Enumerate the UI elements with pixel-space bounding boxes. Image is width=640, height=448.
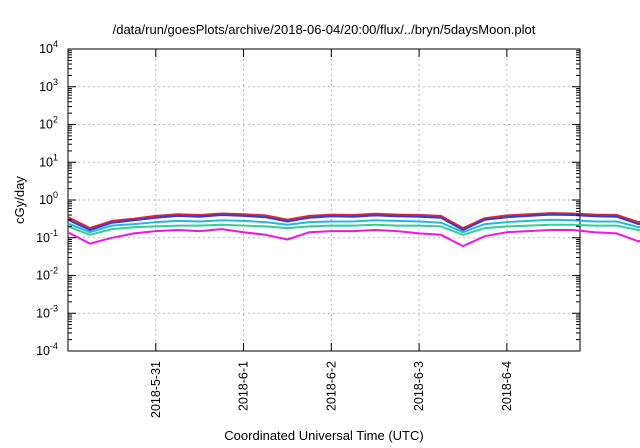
series-line-5: [67, 228, 640, 248]
x-axis-ticks: 2018-5-31 2018-6-1 2018-6-2 2018-6-3 2018-6-…: [149, 49, 514, 418]
chart-title: /data/run/goesPlots/archive/2018-06-04/2…: [113, 22, 536, 37]
y-tick-label: 10-2: [36, 266, 58, 283]
series-line-2: [67, 213, 640, 231]
series-layer: [67, 212, 640, 248]
series-line-1: [67, 212, 640, 230]
y-tick-label: 10-1: [36, 228, 58, 245]
x-tick-label: 2018-6-4: [500, 361, 514, 411]
x-tick-label: 2018-5-31: [149, 361, 163, 418]
series-line-3: [67, 218, 640, 234]
y-tick-label: 10-3: [36, 303, 58, 320]
y-tick-label: 104: [39, 39, 58, 56]
y-axis-label: cGy/day: [12, 176, 27, 224]
x-tick-label: 2018-6-3: [412, 361, 426, 411]
y-tick-label: 100: [39, 190, 58, 207]
y-axis-ticks: 10-4 10-3 10-2 10-1 100 101 102 103 104: [36, 39, 580, 358]
y-tick-label: 10-4: [36, 341, 58, 358]
x-axis-label: Coordinated Universal Time (UTC): [224, 428, 423, 443]
x-tick-label: 2018-6-1: [237, 361, 251, 411]
series-line-4: [67, 223, 640, 236]
grid-lines: [68, 49, 580, 351]
x-tick-label: 2018-6-2: [324, 361, 338, 411]
y-tick-label: 101: [39, 152, 58, 169]
y-tick-label: 102: [39, 115, 58, 132]
y-tick-label: 103: [39, 77, 58, 94]
